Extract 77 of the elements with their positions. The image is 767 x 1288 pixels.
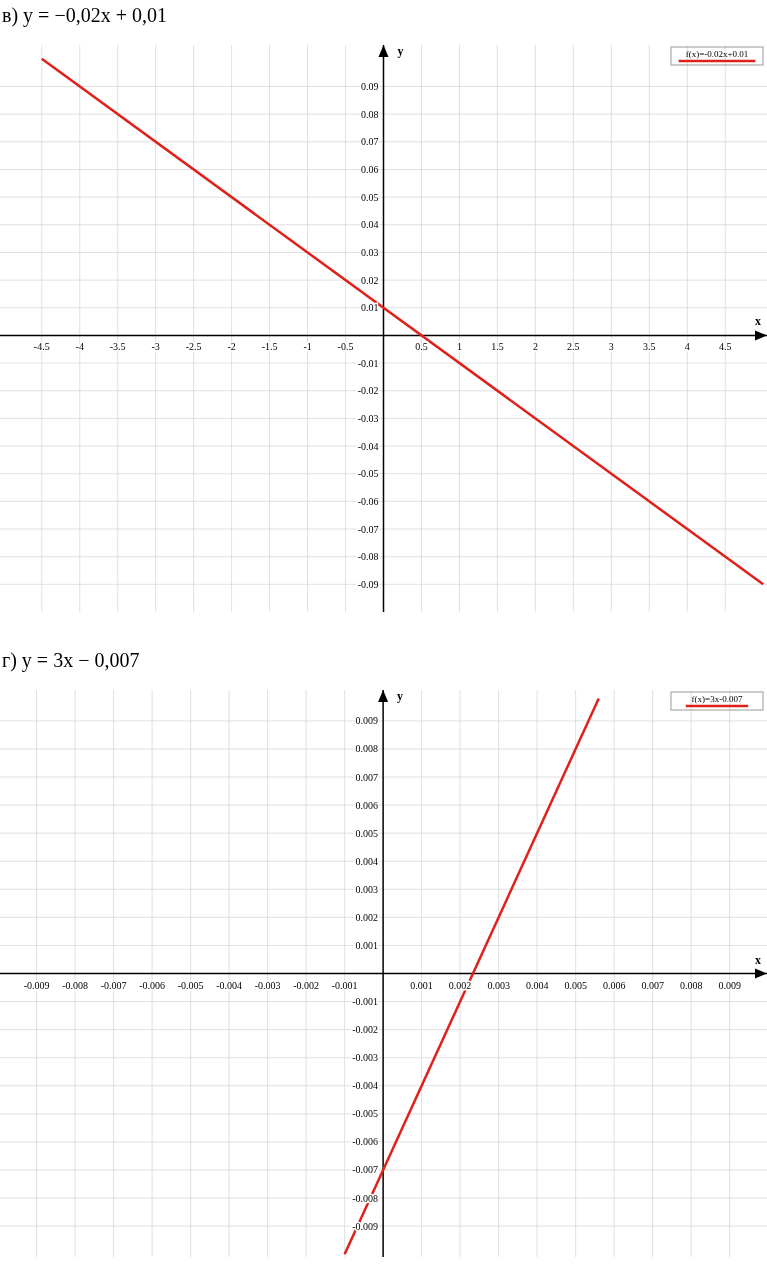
- x-tick-label: 3.5: [643, 341, 656, 353]
- y-tick-label: 0.001: [355, 939, 379, 951]
- x-tick-label: -1.5: [261, 341, 278, 353]
- x-tick-label: 0.001: [410, 979, 433, 991]
- y-tick-label: -0.02: [357, 385, 379, 397]
- x-tick-label: -0.5: [337, 341, 354, 353]
- y-tick-label: -0.05: [357, 468, 379, 480]
- x-tick-label: -0.004: [216, 979, 243, 991]
- y-tick-label: -0.005: [352, 1108, 379, 1120]
- x-tick-label: -0.007: [100, 979, 127, 991]
- x-tick-label: -2.5: [185, 341, 202, 353]
- chart-title: в) y = −0,02x + 0,01: [2, 4, 167, 27]
- y-tick-label: 0.008: [355, 743, 379, 755]
- x-tick-label: 2.5: [567, 341, 580, 353]
- x-tick-label: -0.009: [23, 979, 50, 991]
- y-tick-label: 0.04: [361, 219, 379, 231]
- x-tick-label: -1: [303, 341, 312, 353]
- y-tick-label: -0.007: [352, 1164, 379, 1176]
- text: f(x)=3x-0.007: [691, 694, 743, 704]
- y-tick-label: 0.08: [361, 108, 379, 120]
- x-tick-label: -0.001: [331, 979, 358, 991]
- x-tick-label: -4: [75, 341, 84, 353]
- y-tick-label: 0.06: [361, 163, 379, 175]
- y-tick-label: 0.005: [355, 827, 379, 839]
- y-tick-label: -0.001: [352, 996, 379, 1008]
- x-tick-label: 2: [532, 341, 538, 353]
- x-tick-label: 0.004: [525, 979, 549, 991]
- y-tick-label: 0.003: [355, 883, 379, 895]
- x-tick-label: -0.008: [62, 979, 88, 991]
- x-tick-label: -3: [151, 341, 160, 353]
- y-tick-label: -0.01: [357, 357, 379, 369]
- y-tick-label: -0.09: [357, 578, 379, 590]
- y-tick-label: -0.003: [352, 1052, 379, 1064]
- y-tick-label: 0.004: [355, 855, 379, 867]
- y-tick-label: -0.08: [357, 551, 379, 563]
- x-tick-label: 0.007: [641, 979, 664, 991]
- y-tick-label: 0.006: [355, 799, 379, 811]
- x-tick-label: -0.003: [254, 979, 281, 991]
- x-tick-label: 1: [456, 341, 462, 353]
- x-tick-label: -2: [227, 341, 236, 353]
- y-tick-label: -0.006: [352, 1136, 379, 1148]
- y-tick-label: 0.01: [361, 302, 379, 314]
- x-tick-label: -4.5: [33, 341, 50, 353]
- y-tick-label: -0.07: [357, 523, 379, 535]
- y-tick-label: -0.06: [357, 495, 379, 507]
- y-tick-label: 0.02: [361, 274, 379, 286]
- y-axis-title: y: [397, 44, 404, 58]
- y-tick-label: 0.07: [361, 136, 379, 148]
- y-tick-label: 0.09: [361, 80, 379, 92]
- x-tick-label: -3.5: [109, 341, 126, 353]
- x-tick-label: 0.006: [602, 979, 626, 991]
- y-tick-label: 0.009: [355, 715, 379, 727]
- x-tick-label: -0.005: [177, 979, 204, 991]
- y-tick-label: 0.002: [355, 911, 379, 923]
- x-tick-label: -0.006: [139, 979, 166, 991]
- y-tick-label: -0.004: [352, 1080, 379, 1092]
- x-axis-title: x: [755, 952, 761, 967]
- x-tick-label: 4: [684, 341, 690, 353]
- x-tick-label: 0.003: [487, 979, 510, 991]
- y-tick-label: 0.007: [355, 771, 379, 783]
- x-tick-label: 0.009: [718, 979, 741, 991]
- y-tick-label: 0.05: [361, 191, 379, 203]
- x-tick-label: 1.5: [491, 341, 504, 353]
- chart-title: г) y = 3x − 0,007: [2, 649, 140, 672]
- x-tick-label: 0.008: [679, 979, 703, 991]
- y-tick-label: 0.03: [361, 246, 379, 258]
- y-tick-label: -0.04: [357, 440, 379, 452]
- x-tick-label: 3: [608, 341, 614, 353]
- y-tick-label: -0.002: [352, 1024, 379, 1036]
- y-tick-label: -0.03: [357, 412, 379, 424]
- x-tick-label: 0.005: [564, 979, 587, 991]
- y-axis-title: y: [397, 689, 404, 703]
- x-axis-title: x: [755, 314, 761, 329]
- x-tick-label: -0.002: [293, 979, 320, 991]
- x-tick-label: 0.5: [415, 341, 428, 353]
- x-tick-label: 4.5: [718, 341, 732, 353]
- text: f(x)=-0.02x+0.01: [685, 49, 749, 59]
